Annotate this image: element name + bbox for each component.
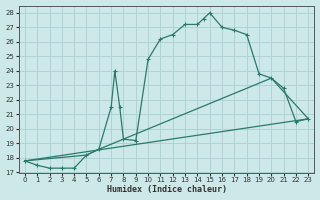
X-axis label: Humidex (Indice chaleur): Humidex (Indice chaleur) [107,185,227,194]
